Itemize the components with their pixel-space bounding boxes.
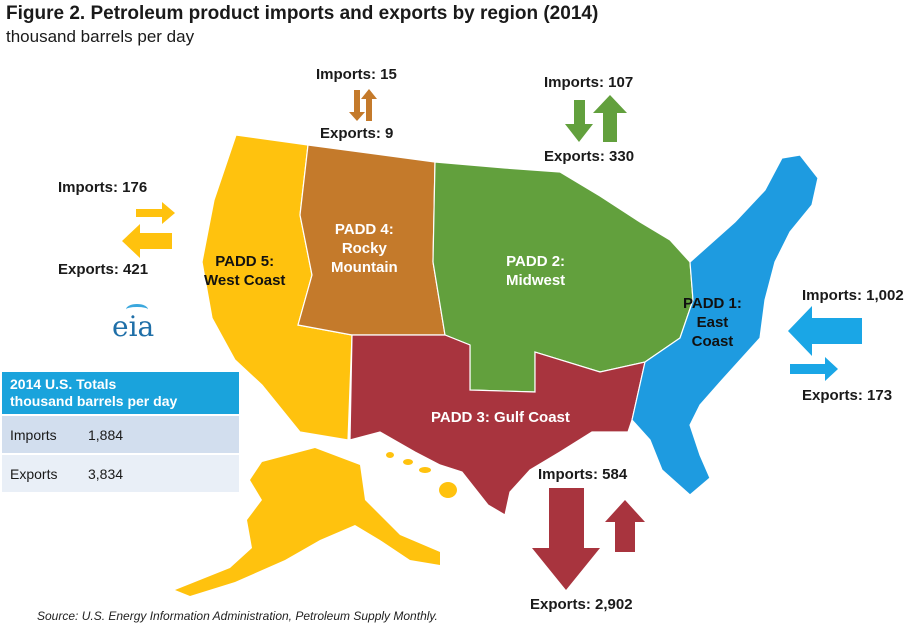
padd-3-region — [349, 334, 646, 516]
hawaii-island-3 — [419, 467, 431, 473]
hawaii-island-4 — [439, 482, 457, 498]
totals-row-value: 3,834 — [88, 465, 124, 482]
padd-1-label: PADD 1: East Coast — [683, 294, 742, 351]
padd-4-label-line3: Mountain — [331, 259, 398, 276]
padd-2-export-arrow — [593, 95, 627, 142]
padd-5-label-line2: West Coast — [204, 272, 286, 289]
eia-logo-swoosh — [126, 304, 148, 315]
padd-3-label: PADD 3: Gulf Coast — [431, 408, 570, 427]
totals-header: 2014 U.S. Totals thousand barrels per da… — [2, 372, 239, 414]
padd-3-import-arrow — [605, 500, 645, 552]
padd-5-export-arrow — [122, 224, 172, 258]
totals-header-line2: thousand barrels per day — [10, 393, 178, 409]
padd-3-label-line1: PADD 3: Gulf Coast — [431, 409, 570, 426]
totals-table: 2014 U.S. Totals thousand barrels per da… — [2, 372, 239, 492]
padd-4-label-line2: Rocky — [341, 240, 387, 257]
figure-title: Figure 2. Petroleum product imports and … — [6, 3, 599, 24]
padd-1-imports-label: Imports: 1,002 — [802, 287, 904, 304]
padd-5-import-arrow — [136, 202, 175, 224]
padd-1-exports-label: Exports: 173 — [802, 387, 893, 404]
hawaii-island-2 — [403, 459, 413, 465]
padd-2-label: PADD 2: Midwest — [506, 252, 565, 290]
padd-3-exports-label: Exports: 2,902 — [530, 596, 633, 613]
padd-1-export-arrow — [790, 357, 838, 381]
totals-row-imports: Imports 1,884 — [2, 414, 239, 453]
padd-2-imports-label: Imports: 107 — [544, 74, 634, 91]
hawaii-island-1 — [386, 452, 394, 458]
source-note: Source: U.S. Energy Information Administ… — [37, 609, 438, 623]
padd-4-export-arrow — [361, 89, 377, 121]
totals-row-label: Imports — [10, 426, 57, 443]
padd-4-label-line1: PADD 4: — [334, 221, 394, 238]
figure-subtitle: thousand barrels per day — [6, 27, 195, 46]
padd-1-label-line1: PADD 1: — [683, 295, 742, 312]
padd-4-exports-label: Exports: 9 — [320, 125, 394, 142]
padd-2-label-line2: Midwest — [506, 272, 566, 289]
padd-5-imports-label: Imports: 176 — [58, 179, 148, 196]
totals-row-label: Exports — [10, 465, 58, 482]
eia-logo: eia — [112, 310, 155, 343]
totals-row-exports: Exports 3,834 — [2, 453, 239, 492]
padd-1-region — [631, 154, 819, 496]
padd-2-label-line1: PADD 2: — [506, 253, 566, 270]
padd-2-import-arrow — [565, 100, 593, 142]
padd-5-label: PADD 5: West Coast — [204, 252, 285, 290]
padd-3-imports-label: Imports: 584 — [538, 466, 628, 483]
padd-1-label-line3: Coast — [691, 333, 734, 350]
padd-4-label: PADD 4: Rocky Mountain — [331, 220, 398, 277]
padd-1-import-arrow — [788, 306, 862, 356]
padd-4-import-arrow — [349, 90, 365, 121]
padd-5-label-line1: PADD 5: — [215, 253, 275, 270]
padd-1-label-line2: East — [696, 314, 729, 331]
padd-3-export-arrow — [532, 488, 600, 590]
padd-5-exports-label: Exports: 421 — [58, 261, 149, 278]
totals-header-line1: 2014 U.S. Totals — [10, 376, 117, 392]
totals-row-value: 1,884 — [88, 426, 124, 443]
alaska-region — [175, 448, 440, 596]
padd-4-imports-label: Imports: 15 — [316, 66, 397, 83]
padd-2-exports-label: Exports: 330 — [544, 148, 635, 165]
